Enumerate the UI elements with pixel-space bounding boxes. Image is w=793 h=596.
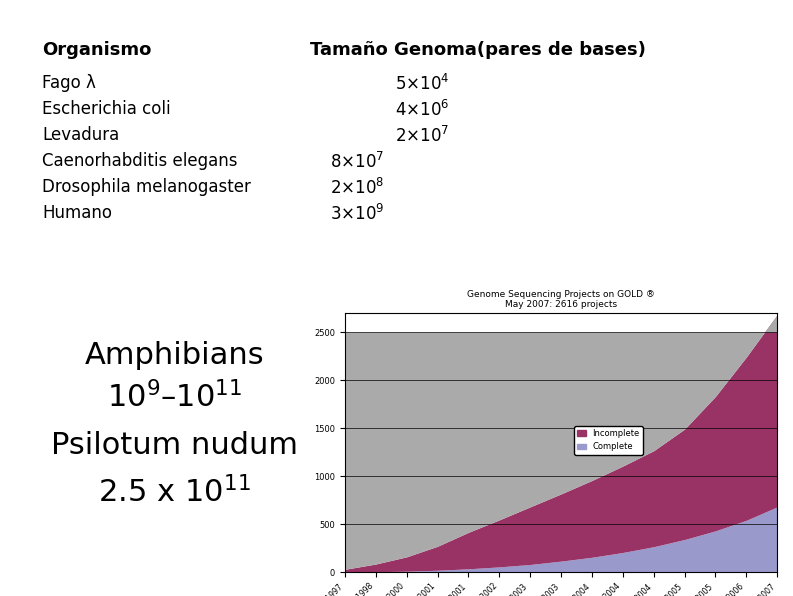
Text: Drosophila melanogaster: Drosophila melanogaster bbox=[42, 178, 251, 196]
Text: Escherichia coli: Escherichia coli bbox=[42, 100, 170, 118]
Title: Genome Sequencing Projects on GOLD ®
May 2007: 2616 projects: Genome Sequencing Projects on GOLD ® May… bbox=[467, 290, 655, 309]
Text: Organismo: Organismo bbox=[42, 41, 151, 59]
Text: $2{\times}10^{7}$: $2{\times}10^{7}$ bbox=[395, 126, 450, 146]
Text: Tamaño Genoma(pares de bases): Tamaño Genoma(pares de bases) bbox=[310, 41, 646, 59]
Text: Levadura: Levadura bbox=[42, 126, 119, 144]
Text: $4{\times}10^{6}$: $4{\times}10^{6}$ bbox=[395, 100, 450, 120]
Text: $2.5\ \mathrm{x}\ 10^{11}$: $2.5\ \mathrm{x}\ 10^{11}$ bbox=[98, 476, 251, 508]
Text: $2{\times}10^{8}$: $2{\times}10^{8}$ bbox=[330, 178, 385, 198]
Text: Psilotum nudum: Psilotum nudum bbox=[51, 431, 298, 460]
Text: $3{\times}10^{9}$: $3{\times}10^{9}$ bbox=[330, 204, 385, 224]
Text: Caenorhabditis elegans: Caenorhabditis elegans bbox=[42, 152, 237, 170]
Text: Amphibians: Amphibians bbox=[85, 341, 264, 370]
Text: $8{\times}10^{7}$: $8{\times}10^{7}$ bbox=[330, 152, 385, 172]
Text: Fago λ: Fago λ bbox=[42, 74, 96, 92]
Text: $5{\times}10^{4}$: $5{\times}10^{4}$ bbox=[395, 74, 450, 94]
Text: $10^{9}$–$10^{11}$: $10^{9}$–$10^{11}$ bbox=[107, 381, 242, 414]
Text: Humano: Humano bbox=[42, 204, 112, 222]
Legend: Incomplete, Complete: Incomplete, Complete bbox=[574, 426, 643, 455]
